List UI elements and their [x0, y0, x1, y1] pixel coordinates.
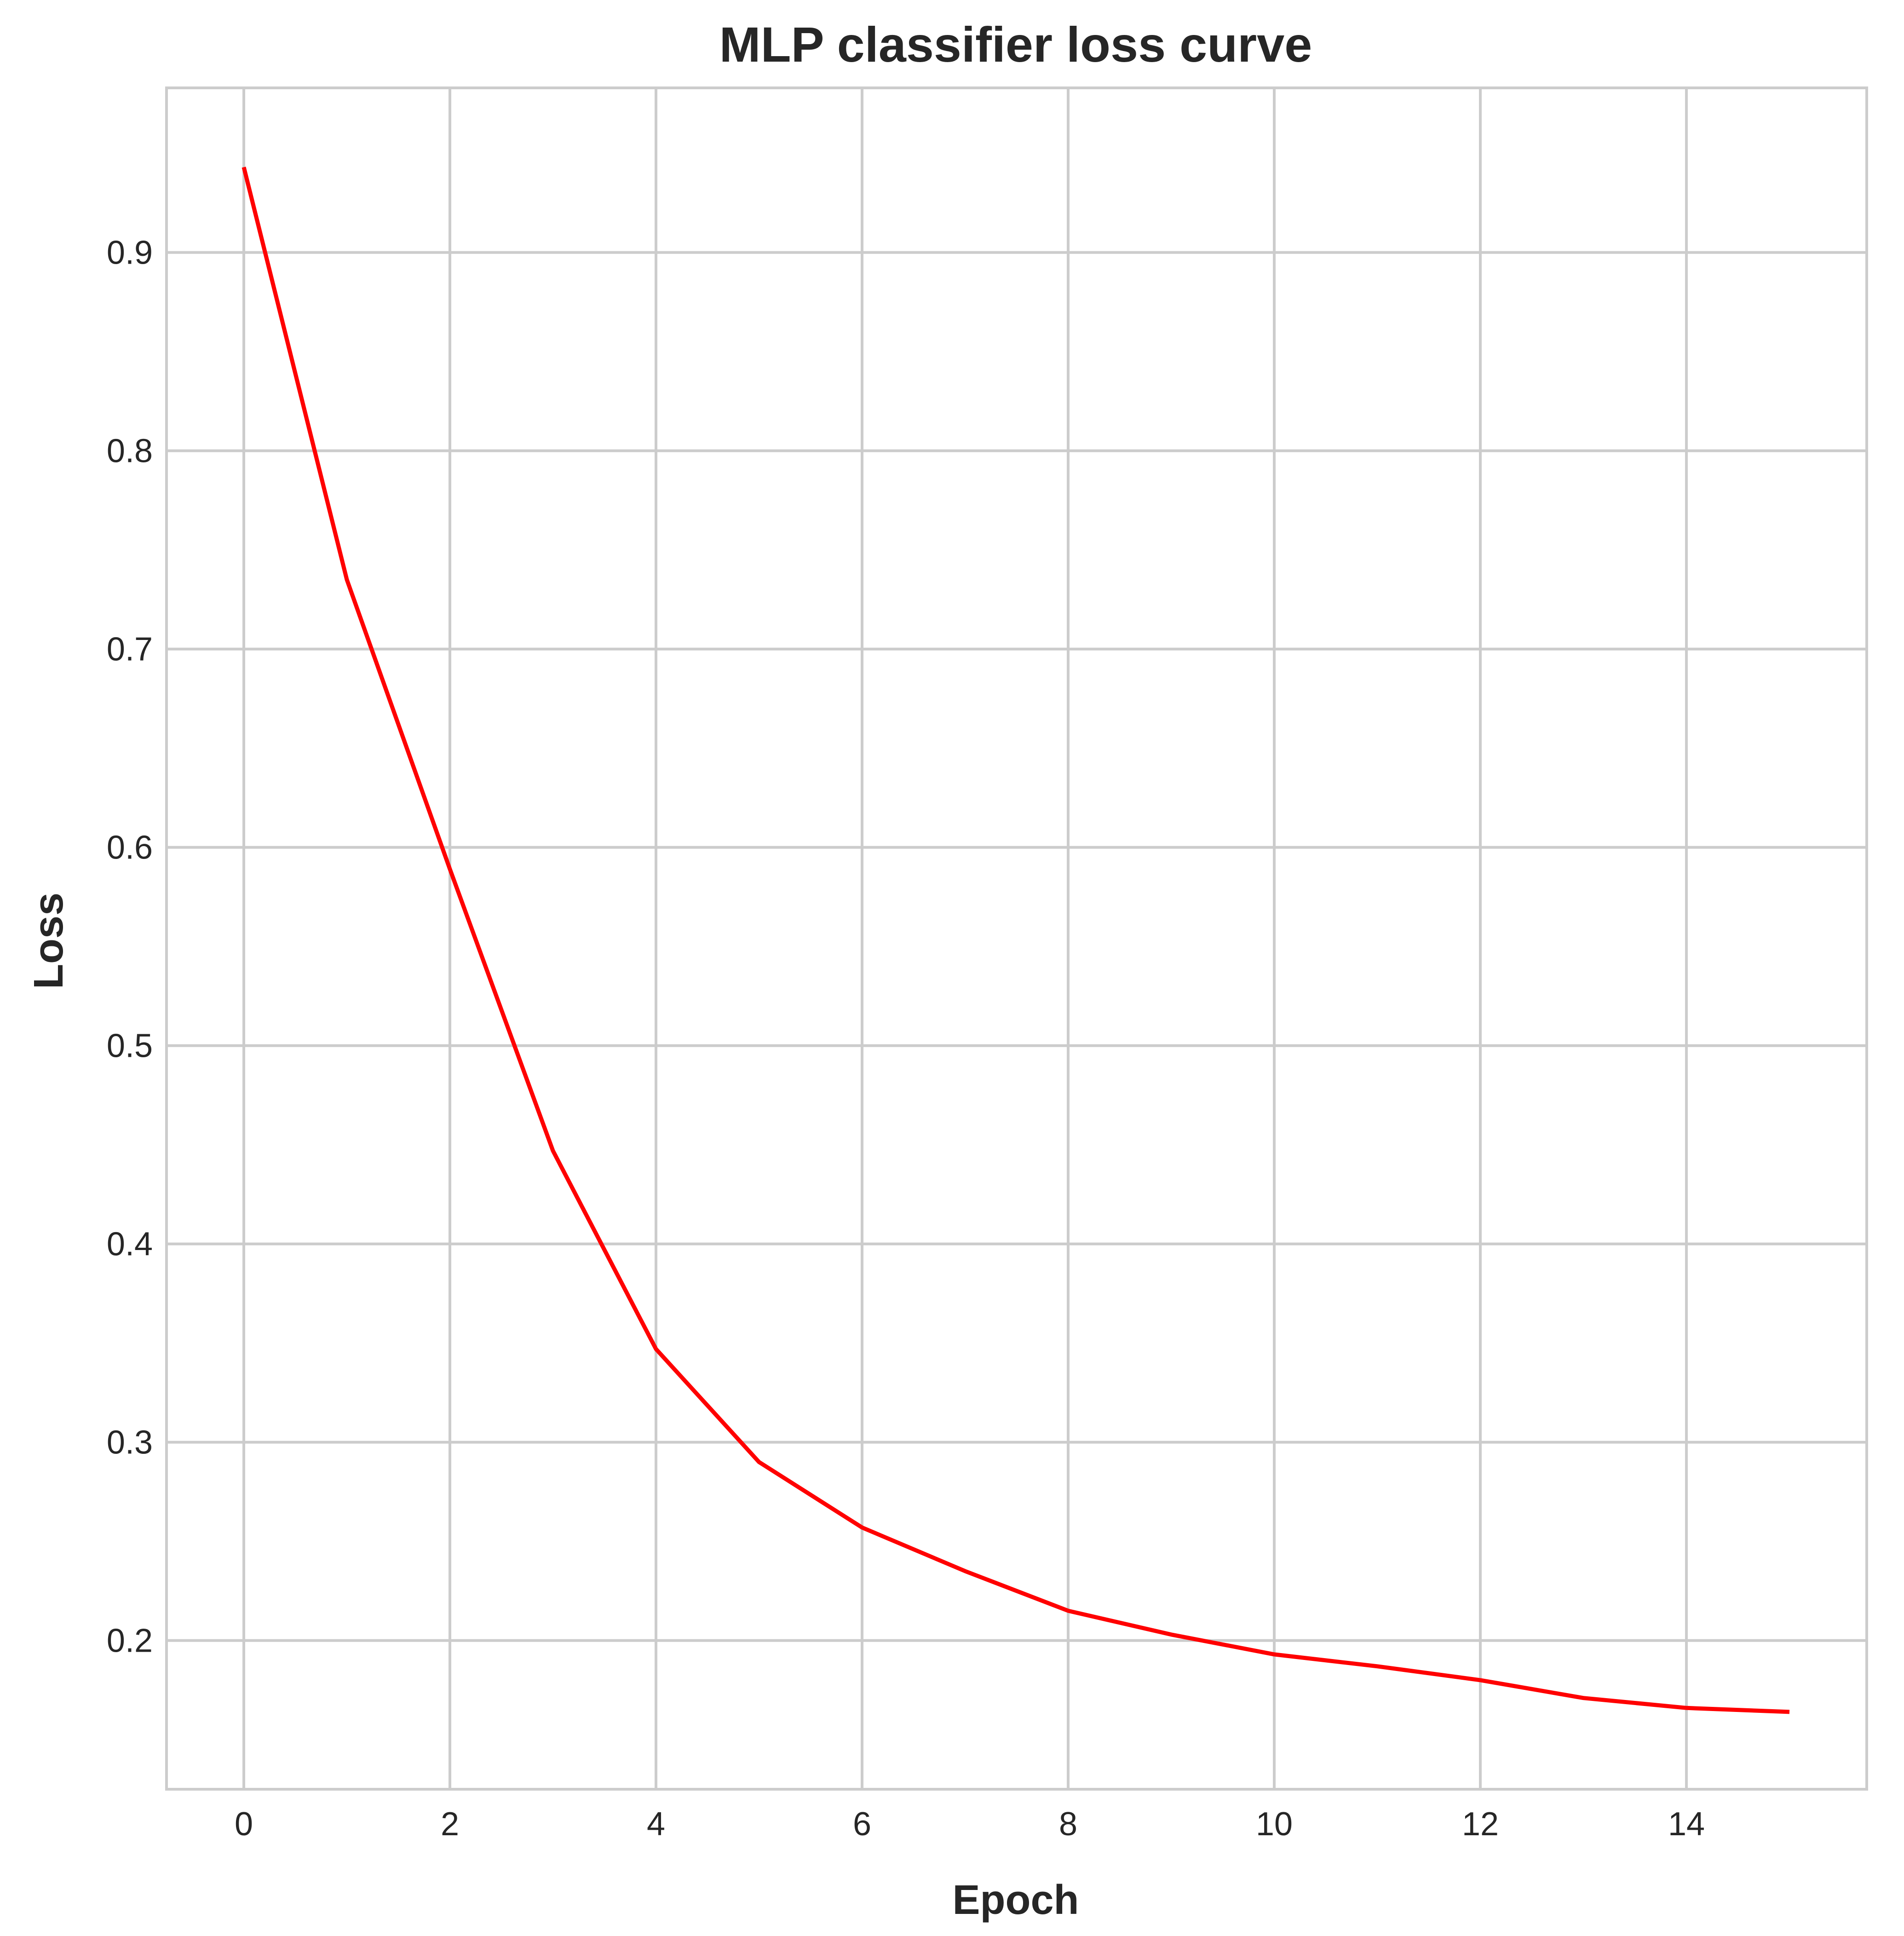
tick-labels: 0 2 4 6 8 10 12 14 0.2 0.3 0.4 0.5 0.6 0.7 0.8 0.9: [107, 235, 1705, 1843]
chart-title: MLP classifier loss curve: [719, 17, 1312, 72]
y-tick-label: 0.2: [107, 1623, 153, 1659]
y-tick-label: 0.7: [107, 631, 153, 668]
y-tick-label: 0.5: [107, 1028, 153, 1065]
x-tick-label: 8: [1059, 1806, 1077, 1843]
x-axis-label: Epoch: [952, 1877, 1079, 1923]
plot-frame: [165, 86, 1868, 1791]
x-tick-label: 0: [235, 1806, 253, 1843]
x-tick-label: 2: [441, 1806, 459, 1843]
grid: [167, 88, 1867, 1789]
x-tick-label: 10: [1256, 1806, 1293, 1843]
y-axis-label: Loss: [26, 893, 72, 989]
x-tick-label: 14: [1668, 1806, 1705, 1843]
x-tick-label: 4: [647, 1806, 665, 1843]
y-tick-label: 0.9: [107, 235, 153, 271]
loss-series-line: [242, 167, 1790, 1714]
x-tick-label: 6: [853, 1806, 871, 1843]
y-tick-label: 0.8: [107, 433, 153, 470]
x-tick-label: 12: [1462, 1806, 1499, 1843]
y-tick-label: 0.6: [107, 830, 153, 866]
y-tick-label: 0.4: [107, 1226, 153, 1263]
y-tick-label: 0.3: [107, 1424, 153, 1461]
